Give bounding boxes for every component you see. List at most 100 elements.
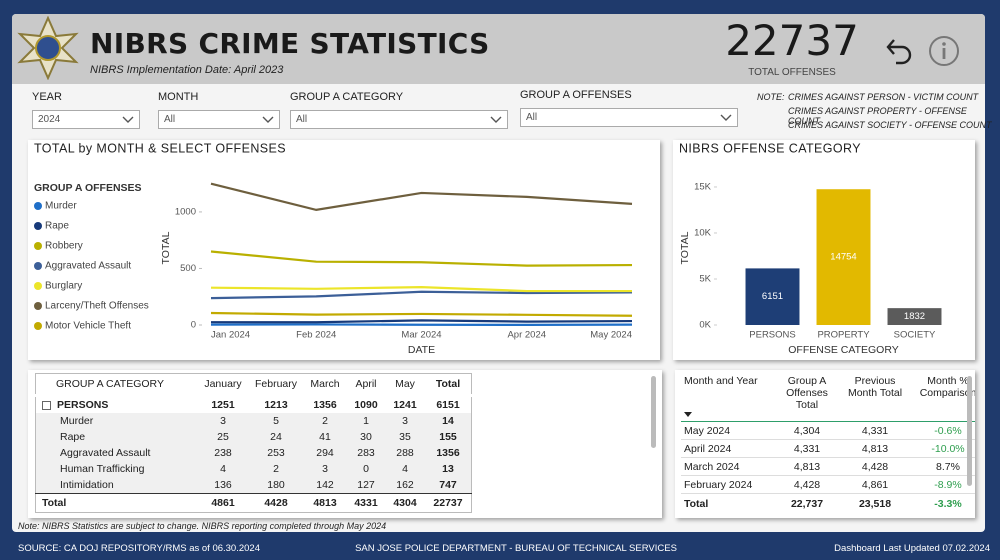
collapse-toggle[interactable] [42,400,51,410]
cell-text: PERSONS [57,399,109,411]
total-cell: 4428 [264,497,288,509]
month-table: Month and Year Group A Offenses Total Prev… [681,372,975,514]
cell: 0 [347,461,385,477]
x-axis-title: OFFENSE CATEGORY [788,344,898,356]
filter-dropdown[interactable]: 2024 [32,110,140,129]
cell: 1 [347,413,385,429]
info-button[interactable] [928,35,960,67]
info-bar [942,48,946,59]
filter-value: 2024 [38,114,61,125]
scrollbar[interactable] [967,376,972,486]
footnote: Note: NIBRS Statistics are subject to ch… [18,521,387,531]
cell-text: Intimidation [60,479,114,491]
filter-dropdown[interactable]: All [290,110,508,129]
y-tick-label: 0K [699,320,711,331]
series-line [210,311,633,317]
note-line: CRIMES AGAINST PERSON - VICTIM COUNT [788,92,979,102]
info-dot [942,42,946,46]
total-cell: Total [42,497,67,509]
back-button[interactable] [884,34,916,68]
cell-text: 1356 [313,399,337,411]
total-cell: 4331 [354,497,378,509]
column-header: March [310,378,340,390]
dropdown-chevron [490,116,502,123]
total-row: Total 22,737 23,518 -3.3% [681,493,975,515]
cell: 162 [385,477,425,494]
column-header: GROUP A CATEGORY [56,378,164,390]
x-tick-label: Feb 2024 [296,330,336,341]
column-header: February [254,378,297,390]
filter-dropdown[interactable]: All [158,110,280,129]
sort-indicator[interactable] [684,412,692,418]
cell-text: 24 [270,431,282,443]
cell: 24 [249,429,303,445]
cell: 127 [347,477,385,494]
cell-text: 14 [442,415,454,427]
line-chart: TOTAL by MONTH & SELECT OFFENSES GROUP A … [34,141,633,356]
month-table-panel: Month and Year Group A Offenses Total Prev… [675,370,975,518]
cell: 4,331 [841,421,909,440]
cell-text: 30 [360,431,372,443]
cell-text: Rape [60,431,86,443]
legend-label: Larceny/Theft Offenses [45,301,149,312]
x-tick-label: PERSONS [749,330,795,341]
row: Rape 25 24 41 30 35 155 [35,429,472,445]
cell: 2 [249,461,303,477]
source: SOURCE: CA DOJ REPOSITORY/RMS as of 06.3… [18,543,260,554]
cell-text: 1356 [436,447,460,459]
cell: 3 [385,413,425,429]
cell: Aggravated Assault [35,445,197,461]
cell: Rape [35,429,197,445]
cell: 4 [385,461,425,477]
back-arrow [886,39,912,65]
cell-text: 0 [363,463,369,475]
filter-label: GROUP A OFFENSES [520,89,632,101]
kpi-value: 22737 [725,16,859,65]
total-cell: 22,737 [790,498,824,510]
y-tick-label: 10K [694,227,712,238]
total-cell: 22737 [433,497,463,509]
column-header: Month and Year [684,375,758,387]
category-table: GROUP A CATEGORY January February March Apri… [35,373,472,513]
kpi-label: TOTAL OFFENSES [748,67,836,78]
column-header: Month % Comparison [919,375,975,399]
filter-dropdown[interactable]: All [520,108,738,127]
cell: 4,331 [773,439,841,458]
legend-marker [34,282,42,290]
cell: 5 [249,413,303,429]
y-tick-label: 1000 [175,206,196,217]
legend-marker [34,262,42,270]
cell-text: 283 [357,447,375,459]
cell: 1241 [385,396,425,414]
bar-value-label: 6151 [762,291,783,302]
legend-label: Robbery [45,241,83,252]
bar [887,308,942,325]
cell: 136 [197,477,249,494]
cell-text: 1090 [354,399,378,411]
total-cell: 4304 [393,497,417,509]
row: Intimidation 136 180 142 127 162 747 [35,477,472,494]
legend-label: Murder [45,201,77,212]
cell: 2 [303,413,347,429]
cell-text: 747 [439,479,457,491]
cell-text: 2 [322,415,328,427]
legend-marker [34,302,42,310]
cell: Human Trafficking [35,461,197,477]
cell: 4 [197,461,249,477]
cell-text: Aggravated Assault [60,447,151,459]
cell: May 2024 [681,421,773,440]
cell: 142 [303,477,347,494]
cell: 4,304 [773,421,841,440]
scrollbar[interactable] [651,376,656,448]
row: May 2024 4,304 4,331 -0.6% [681,421,975,440]
sort-arrow [684,412,692,417]
dropdown-chevron [122,116,134,123]
info-ring [929,36,959,66]
total-cell: 4861 [211,497,235,509]
cell-text: 142 [316,479,334,491]
column-header: Group A Offenses Total [786,375,828,411]
cell: 238 [197,445,249,461]
cell-text: 1241 [393,399,417,411]
cell: 3 [303,461,347,477]
cell-text: 162 [396,479,414,491]
